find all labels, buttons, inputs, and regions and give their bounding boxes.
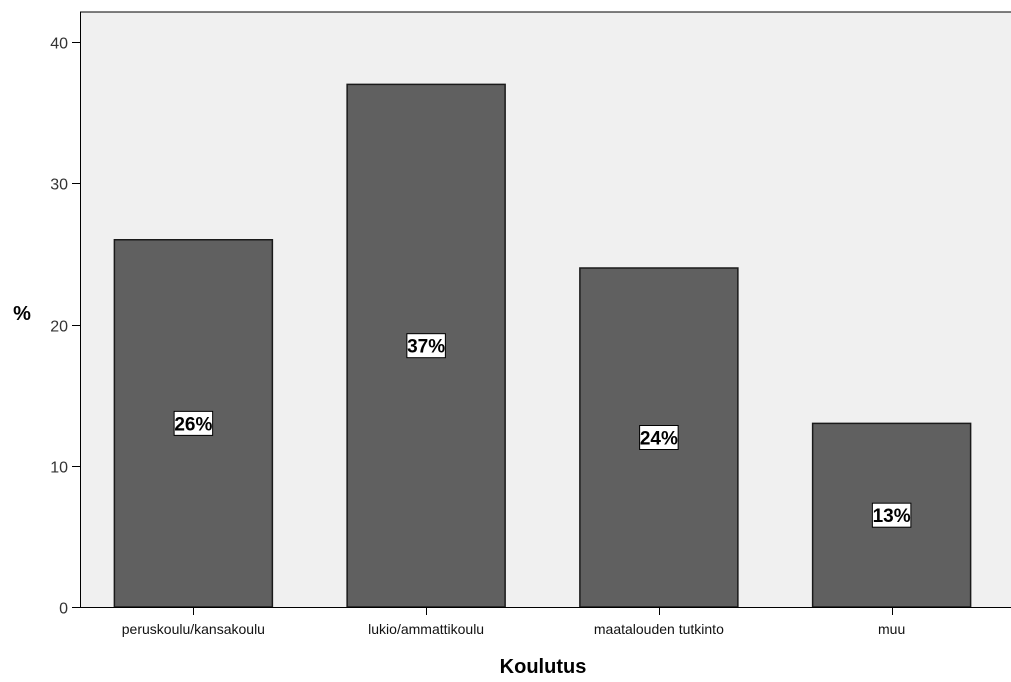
y-tick-label: 40 <box>50 36 68 53</box>
data-label-box <box>173 410 214 436</box>
x-tick-label: maatalouden tutkinto <box>594 621 724 637</box>
y-tick-label: 10 <box>50 460 68 477</box>
data-label: 24% <box>640 429 678 450</box>
bars: 26% 37% 24% 13% <box>113 83 972 608</box>
data-label: 37% <box>407 337 445 358</box>
data-label-box <box>639 425 679 450</box>
data-label-box <box>871 502 912 528</box>
x-axis: peruskoulu/kansakoulu lukio/ammattikoulu m… <box>122 607 905 637</box>
y-axis-title: % <box>13 303 31 325</box>
data-label: 26% <box>174 414 212 435</box>
y-tick-label: 30 <box>50 177 68 194</box>
x-tick-label: muu <box>878 621 905 637</box>
y-tick-label: 20 <box>50 319 68 336</box>
data-label: 13% <box>873 506 911 527</box>
x-axis-title: Koulutus <box>500 656 587 678</box>
x-tick-label: peruskoulu/kansakoulu <box>122 621 265 637</box>
y-axis: 0 10 20 30 40 <box>50 36 80 618</box>
data-label-box <box>406 333 446 359</box>
x-tick-label: lukio/ammattikoulu <box>368 621 484 637</box>
y-tick-label: 0 <box>59 601 68 618</box>
